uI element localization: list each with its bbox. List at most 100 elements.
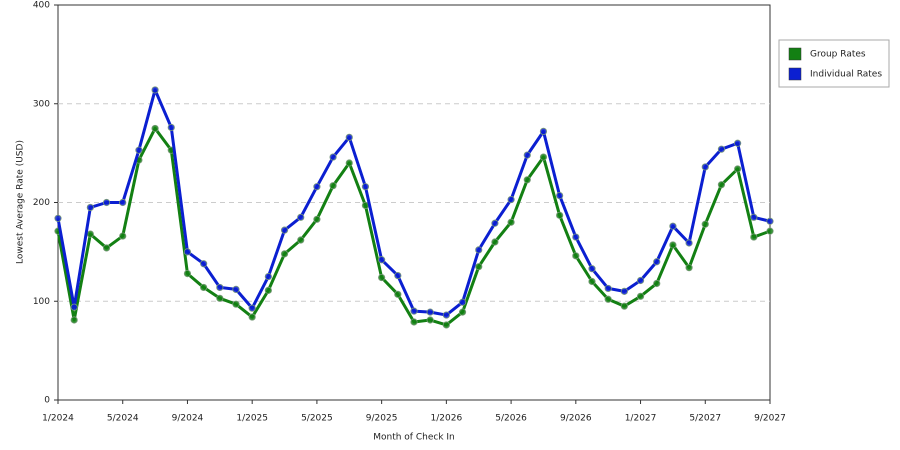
point bbox=[313, 183, 321, 191]
point bbox=[458, 308, 467, 316]
point bbox=[475, 263, 483, 271]
point bbox=[410, 307, 418, 315]
point bbox=[86, 203, 94, 212]
point bbox=[750, 213, 758, 221]
point bbox=[280, 226, 289, 234]
x-tick-label: 5/2027 bbox=[689, 414, 721, 424]
point bbox=[636, 276, 645, 285]
y-tick-label: 300 bbox=[33, 99, 50, 109]
x-tick-label: 1/2025 bbox=[236, 414, 268, 424]
point bbox=[685, 239, 693, 247]
legend-swatch bbox=[788, 47, 802, 61]
x-axis-label: Month of Check In bbox=[373, 433, 455, 443]
point bbox=[151, 124, 159, 133]
point bbox=[378, 273, 386, 282]
y-axis-label: Lowest Average Rate (USD) bbox=[16, 140, 26, 264]
x-tick-label: 9/2026 bbox=[560, 414, 592, 424]
point bbox=[410, 318, 418, 326]
point bbox=[200, 260, 208, 268]
x-tick-label: 9/2027 bbox=[754, 414, 786, 424]
point bbox=[232, 285, 240, 293]
point bbox=[653, 258, 661, 266]
point bbox=[167, 123, 175, 132]
x-tick-label: 9/2024 bbox=[172, 414, 204, 424]
point bbox=[766, 217, 774, 225]
point bbox=[297, 236, 305, 244]
legend-swatch bbox=[788, 67, 802, 81]
point bbox=[183, 248, 192, 256]
point bbox=[604, 295, 612, 303]
point bbox=[750, 233, 758, 241]
point bbox=[426, 308, 434, 316]
point bbox=[717, 145, 726, 153]
point bbox=[297, 213, 305, 221]
x-tick-label: 1/2024 bbox=[42, 414, 74, 424]
point bbox=[264, 286, 272, 294]
point bbox=[572, 233, 580, 241]
point bbox=[329, 153, 337, 161]
point bbox=[119, 198, 127, 207]
point bbox=[669, 241, 677, 249]
point bbox=[701, 163, 709, 171]
point bbox=[345, 159, 353, 167]
x-tick-label: 5/2025 bbox=[301, 414, 333, 424]
point bbox=[701, 220, 709, 228]
point bbox=[151, 86, 159, 94]
point bbox=[766, 227, 774, 235]
point bbox=[248, 313, 256, 321]
point bbox=[102, 244, 111, 252]
point bbox=[556, 191, 564, 200]
point bbox=[604, 284, 612, 293]
x-tick-label: 1/2026 bbox=[431, 414, 463, 424]
point bbox=[734, 139, 742, 147]
point bbox=[119, 232, 127, 240]
y-tick-label: 0 bbox=[44, 396, 50, 406]
point bbox=[264, 272, 272, 281]
point bbox=[539, 153, 548, 161]
point bbox=[588, 265, 596, 273]
point bbox=[491, 219, 499, 227]
point bbox=[620, 302, 628, 310]
point bbox=[70, 303, 78, 311]
point bbox=[523, 176, 531, 184]
point bbox=[216, 283, 224, 292]
point bbox=[135, 146, 143, 154]
x-tick-label: 1/2027 bbox=[625, 414, 657, 424]
y-tick-label: 200 bbox=[33, 198, 50, 208]
x-tick-label: 9/2025 bbox=[366, 414, 398, 424]
point bbox=[329, 182, 337, 190]
point bbox=[183, 269, 192, 278]
point bbox=[248, 304, 256, 312]
point bbox=[394, 290, 402, 298]
point bbox=[523, 151, 531, 159]
point bbox=[442, 321, 450, 329]
point bbox=[556, 211, 564, 219]
point bbox=[426, 316, 434, 324]
point bbox=[507, 195, 515, 204]
point bbox=[734, 165, 742, 173]
point bbox=[394, 271, 402, 280]
point bbox=[313, 215, 321, 223]
point bbox=[458, 298, 467, 306]
point bbox=[636, 292, 645, 300]
point bbox=[491, 238, 499, 246]
y-tick-label: 100 bbox=[33, 297, 50, 307]
point bbox=[345, 133, 353, 141]
point bbox=[588, 277, 596, 286]
point bbox=[361, 183, 370, 191]
point bbox=[216, 294, 224, 302]
legend-label: Individual Rates bbox=[810, 70, 882, 80]
point bbox=[200, 283, 208, 292]
point bbox=[717, 181, 726, 189]
point bbox=[685, 264, 693, 272]
point bbox=[442, 311, 450, 319]
point bbox=[378, 256, 386, 264]
point bbox=[539, 127, 548, 135]
point bbox=[620, 287, 628, 295]
point bbox=[280, 250, 289, 258]
point bbox=[507, 218, 515, 226]
point bbox=[653, 279, 661, 288]
y-tick-label: 400 bbox=[33, 1, 50, 11]
point bbox=[572, 252, 580, 260]
